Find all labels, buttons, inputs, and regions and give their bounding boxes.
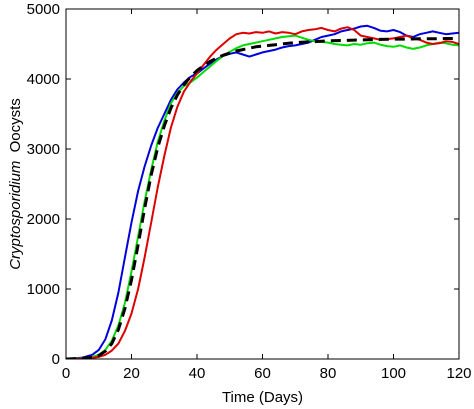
- y-axis-label-rest: Oocysts: [7, 98, 24, 152]
- x-axis-label: Time (Days): [222, 389, 303, 406]
- y-tick-label: 4000: [27, 71, 60, 88]
- y-tick-label: 0: [52, 351, 60, 368]
- series-layer: [66, 24, 459, 359]
- x-tick-label: 0: [62, 365, 70, 382]
- ticks-layer: 0 20 40 60 80 100 120 0 1000 2000 3000 4000 5000: [27, 1, 472, 382]
- x-tick-label: 20: [123, 365, 140, 382]
- x-tick-label: 120: [446, 365, 471, 382]
- x-tick-label: 100: [381, 365, 406, 382]
- y-axis-label: Cryptosporidium Oocysts: [7, 98, 24, 270]
- series-line-0: [66, 24, 459, 359]
- y-tick-label: 5000: [27, 1, 60, 18]
- x-tick-label: 80: [320, 365, 337, 382]
- x-tick-label: 40: [189, 365, 206, 382]
- y-tick-label: 2000: [27, 211, 60, 228]
- y-tick-label: 3000: [27, 141, 60, 158]
- plot-frame: [65, 8, 460, 360]
- y-axis-label-italic: Cryptosporidium: [7, 161, 24, 270]
- x-tick-label: 60: [254, 365, 271, 382]
- y-tick-label: 1000: [27, 281, 60, 298]
- series-line-3: [66, 36, 459, 359]
